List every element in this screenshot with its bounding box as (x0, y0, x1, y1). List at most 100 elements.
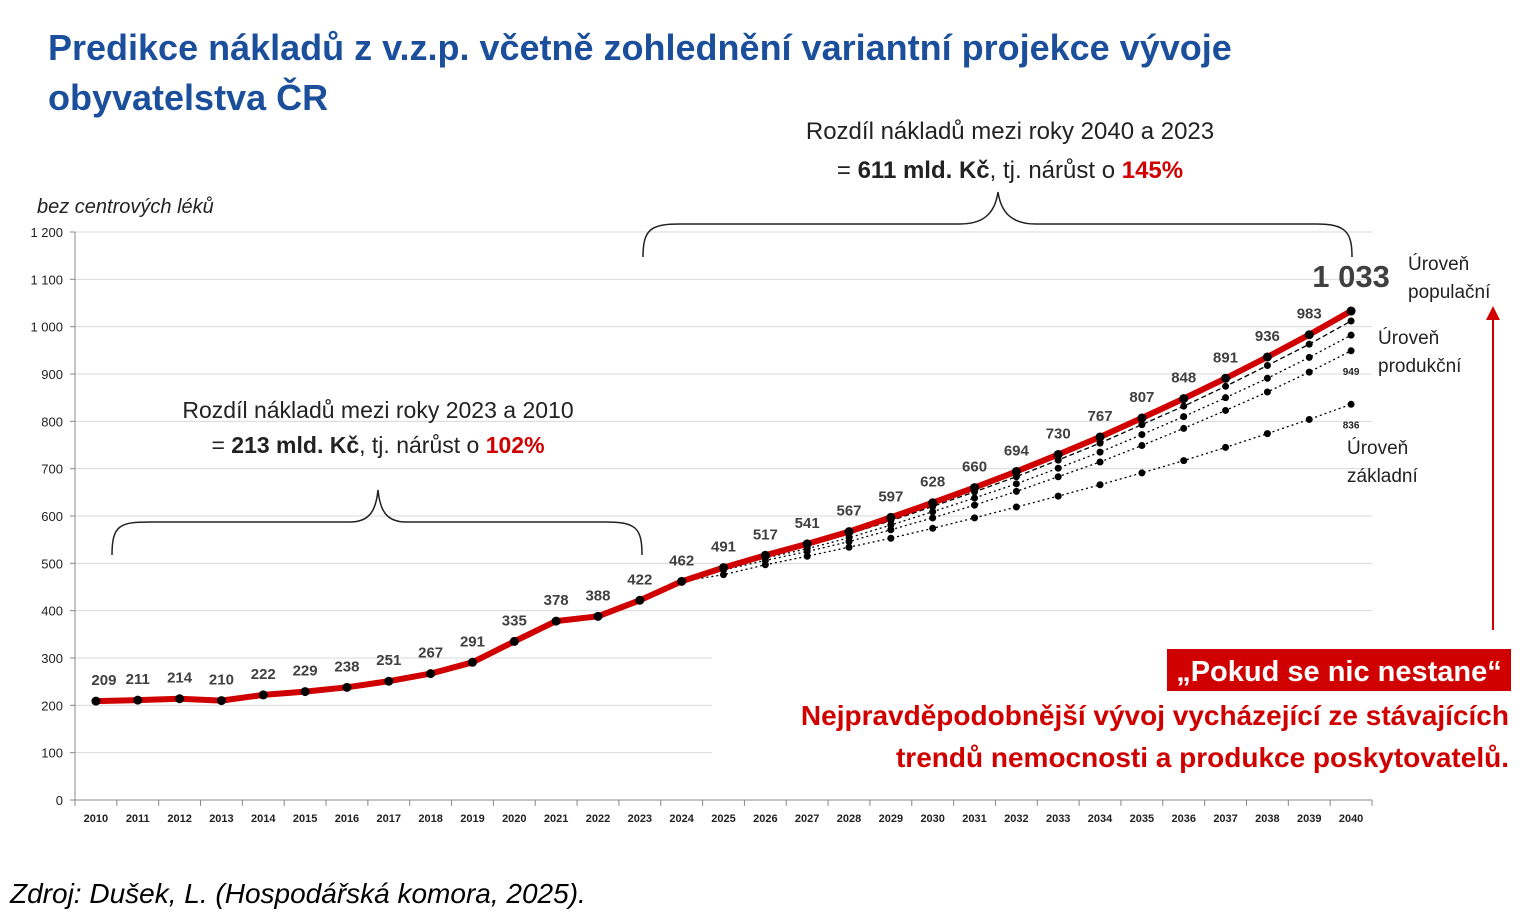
point (1011, 467, 1021, 477)
x-tick-label: 2020 (502, 813, 526, 825)
y-tick-label: 1 000 (30, 320, 63, 335)
x-tick-label: 2030 (920, 813, 944, 825)
series-line (681, 334, 1352, 582)
annotation-part: = (211, 432, 231, 458)
point (1305, 340, 1313, 348)
annotation: = 213 mld. Kč, tj. nárůst o 102% (211, 432, 544, 458)
x-tick-label: 2019 (460, 813, 484, 825)
point (1347, 317, 1355, 325)
point (1138, 421, 1146, 429)
annotation: Rozdíl nákladů mezi roky 2023 a 2010 (182, 397, 573, 423)
point (720, 571, 727, 579)
point (1347, 400, 1355, 408)
point (1053, 449, 1063, 459)
value-label: 936 (1255, 328, 1280, 345)
y-tick-label: 500 (41, 556, 63, 571)
value-label: 597 (878, 488, 903, 505)
y-tick-label: 1 200 (30, 225, 63, 240)
point (1305, 415, 1313, 423)
point (1222, 406, 1230, 414)
point (1347, 331, 1355, 339)
source: Zdroj: Dušek, L. (Hospodářská komora, 20… (9, 878, 586, 909)
plot (91, 306, 1356, 706)
callout-text: trendů nemocnosti a produkce poskytovate… (896, 742, 1509, 773)
value-label: 567 (837, 503, 862, 520)
point (1138, 431, 1146, 439)
y-tick-label: 200 (41, 698, 63, 713)
value-label: 694 (1004, 443, 1030, 460)
value-label: 335 (502, 612, 527, 629)
y-tick-label: 0 (56, 793, 63, 808)
point (216, 696, 226, 706)
value-label: 807 (1129, 389, 1154, 406)
point (719, 563, 728, 573)
point (1180, 457, 1188, 465)
point (509, 636, 519, 646)
point (342, 682, 352, 692)
value-label: 1 033 (1312, 259, 1390, 294)
point (593, 611, 603, 621)
point (887, 526, 895, 534)
value-label: 209 (91, 672, 116, 689)
point (1347, 347, 1355, 355)
point (133, 695, 143, 705)
x-tick-label: 2021 (544, 813, 568, 825)
annotation-part: 611 mld. Kč (858, 157, 990, 184)
point (1096, 439, 1104, 447)
point (635, 595, 645, 605)
point (426, 669, 436, 679)
point (1054, 464, 1062, 472)
value-label: 291 (460, 633, 485, 650)
point (929, 524, 937, 532)
point (467, 657, 477, 667)
x-tick-label: 2017 (377, 813, 401, 825)
point (1095, 432, 1105, 442)
x-tick-label: 2025 (711, 813, 735, 825)
level-label: základní (1347, 466, 1418, 487)
point (1054, 492, 1062, 500)
x-tick-label: 2015 (293, 813, 317, 825)
x-tick-label: 2028 (837, 813, 861, 825)
point (175, 694, 185, 704)
point (887, 534, 895, 542)
point (1262, 352, 1272, 362)
point (1263, 361, 1271, 369)
point (1137, 413, 1147, 423)
point (929, 508, 937, 516)
point (845, 543, 853, 551)
x-tick-label: 2026 (753, 813, 777, 825)
x-tick-label: 2018 (418, 813, 442, 825)
point (1222, 443, 1230, 451)
x-tick-label: 2037 (1213, 813, 1237, 825)
point (929, 514, 937, 522)
x-tick-label: 2013 (209, 813, 233, 825)
value-label: 628 (920, 474, 945, 491)
value-label: 388 (585, 587, 610, 604)
point (1179, 394, 1189, 404)
point (970, 483, 980, 493)
point (551, 616, 561, 626)
point (1263, 388, 1271, 396)
value-label: 210 (209, 672, 234, 689)
point (1180, 402, 1188, 410)
x-tick-label: 2035 (1130, 813, 1154, 825)
value-label: 891 (1213, 349, 1238, 366)
value-label: 730 (1046, 425, 1071, 442)
x-tick-label: 2036 (1171, 813, 1195, 825)
x-tick-label: 2011 (126, 813, 150, 825)
annotation-part: , tj. nárůst o (359, 432, 486, 458)
point (761, 561, 769, 569)
subtitle: bez centrových léků (37, 196, 214, 218)
value-label: 767 (1088, 408, 1113, 425)
annotation-part: 213 mld. Kč (231, 432, 359, 458)
point (928, 498, 938, 508)
point (844, 527, 854, 537)
callout-box (1167, 649, 1511, 691)
brace (111, 489, 643, 556)
value-label: 251 (376, 652, 401, 669)
y-tick-label: 900 (41, 367, 63, 382)
level-label: produkční (1378, 356, 1462, 377)
point (971, 501, 979, 509)
point (1012, 503, 1020, 511)
brace (642, 191, 1353, 258)
